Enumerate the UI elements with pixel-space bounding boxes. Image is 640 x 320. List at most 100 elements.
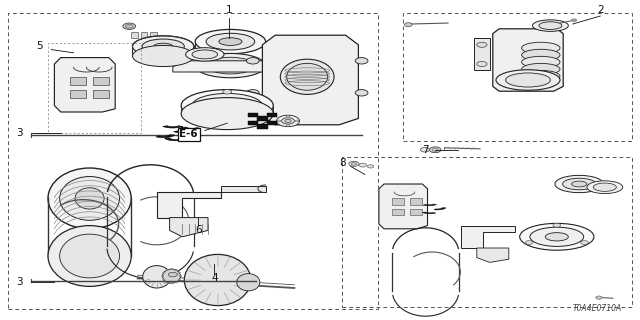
Circle shape: [525, 241, 533, 244]
Ellipse shape: [132, 45, 194, 67]
Text: 4: 4: [211, 273, 218, 284]
Polygon shape: [141, 32, 147, 38]
Circle shape: [125, 24, 133, 28]
Circle shape: [166, 269, 168, 271]
Circle shape: [246, 90, 259, 96]
Polygon shape: [267, 113, 277, 117]
Circle shape: [477, 61, 487, 67]
Text: 3: 3: [16, 128, 22, 138]
Text: 5: 5: [36, 41, 43, 52]
Ellipse shape: [181, 90, 273, 122]
Polygon shape: [257, 116, 268, 121]
Circle shape: [178, 279, 180, 280]
Circle shape: [168, 272, 177, 277]
Ellipse shape: [186, 48, 224, 61]
Circle shape: [572, 19, 577, 21]
Circle shape: [223, 90, 232, 94]
Ellipse shape: [539, 22, 562, 29]
Ellipse shape: [75, 188, 104, 209]
Circle shape: [359, 163, 367, 167]
Circle shape: [355, 90, 368, 96]
Circle shape: [580, 241, 588, 244]
Ellipse shape: [195, 29, 266, 54]
Ellipse shape: [496, 70, 560, 90]
Ellipse shape: [195, 53, 266, 78]
Ellipse shape: [593, 183, 616, 191]
Text: 7: 7: [422, 145, 429, 156]
Circle shape: [166, 282, 168, 283]
Ellipse shape: [48, 168, 131, 229]
Ellipse shape: [530, 227, 584, 246]
Text: 1: 1: [226, 5, 232, 15]
Bar: [48, 43, 141, 133]
Bar: [342, 157, 632, 307]
Circle shape: [170, 268, 173, 270]
Text: T0A4E0710A: T0A4E0710A: [573, 304, 622, 313]
Circle shape: [163, 272, 165, 273]
Polygon shape: [248, 113, 258, 117]
Ellipse shape: [532, 20, 568, 31]
Polygon shape: [392, 198, 404, 205]
Polygon shape: [474, 38, 490, 70]
Polygon shape: [410, 198, 422, 205]
Circle shape: [285, 119, 291, 123]
Ellipse shape: [520, 223, 594, 250]
Ellipse shape: [587, 181, 623, 194]
Circle shape: [257, 110, 266, 115]
Polygon shape: [164, 138, 184, 141]
Ellipse shape: [522, 56, 560, 68]
Circle shape: [286, 124, 290, 126]
Polygon shape: [221, 186, 266, 192]
Ellipse shape: [60, 234, 120, 278]
Ellipse shape: [132, 36, 194, 57]
Circle shape: [295, 120, 299, 122]
Ellipse shape: [219, 38, 242, 45]
Polygon shape: [93, 77, 109, 85]
Polygon shape: [410, 209, 422, 215]
Circle shape: [432, 148, 438, 151]
Ellipse shape: [237, 274, 260, 291]
Polygon shape: [257, 124, 268, 129]
Circle shape: [351, 163, 356, 165]
Circle shape: [349, 161, 359, 166]
Ellipse shape: [572, 181, 587, 187]
Ellipse shape: [522, 49, 560, 61]
Circle shape: [282, 118, 294, 124]
Polygon shape: [54, 58, 115, 112]
Circle shape: [179, 276, 182, 277]
Circle shape: [420, 148, 429, 152]
Text: 6: 6: [195, 225, 202, 236]
Ellipse shape: [143, 266, 171, 288]
Polygon shape: [423, 204, 436, 206]
Ellipse shape: [522, 42, 560, 54]
Polygon shape: [422, 212, 436, 214]
Polygon shape: [173, 61, 288, 72]
Circle shape: [188, 110, 197, 115]
Polygon shape: [70, 77, 86, 85]
Polygon shape: [157, 192, 221, 218]
Polygon shape: [392, 209, 404, 215]
Ellipse shape: [213, 101, 241, 110]
Circle shape: [276, 115, 300, 127]
Circle shape: [429, 147, 441, 153]
Ellipse shape: [206, 33, 255, 50]
Circle shape: [553, 223, 561, 227]
Polygon shape: [461, 226, 515, 248]
Text: 2: 2: [597, 5, 604, 15]
Circle shape: [178, 272, 180, 273]
Ellipse shape: [280, 59, 334, 94]
Polygon shape: [477, 248, 509, 262]
Ellipse shape: [142, 39, 184, 54]
Circle shape: [286, 116, 290, 117]
Circle shape: [161, 276, 164, 277]
Circle shape: [246, 58, 259, 64]
Bar: [403, 13, 632, 141]
Polygon shape: [493, 29, 563, 91]
Ellipse shape: [192, 50, 218, 59]
Polygon shape: [173, 130, 193, 133]
Circle shape: [477, 42, 487, 47]
Polygon shape: [170, 218, 208, 237]
Polygon shape: [131, 32, 138, 38]
Circle shape: [367, 165, 374, 168]
Ellipse shape: [287, 63, 328, 90]
